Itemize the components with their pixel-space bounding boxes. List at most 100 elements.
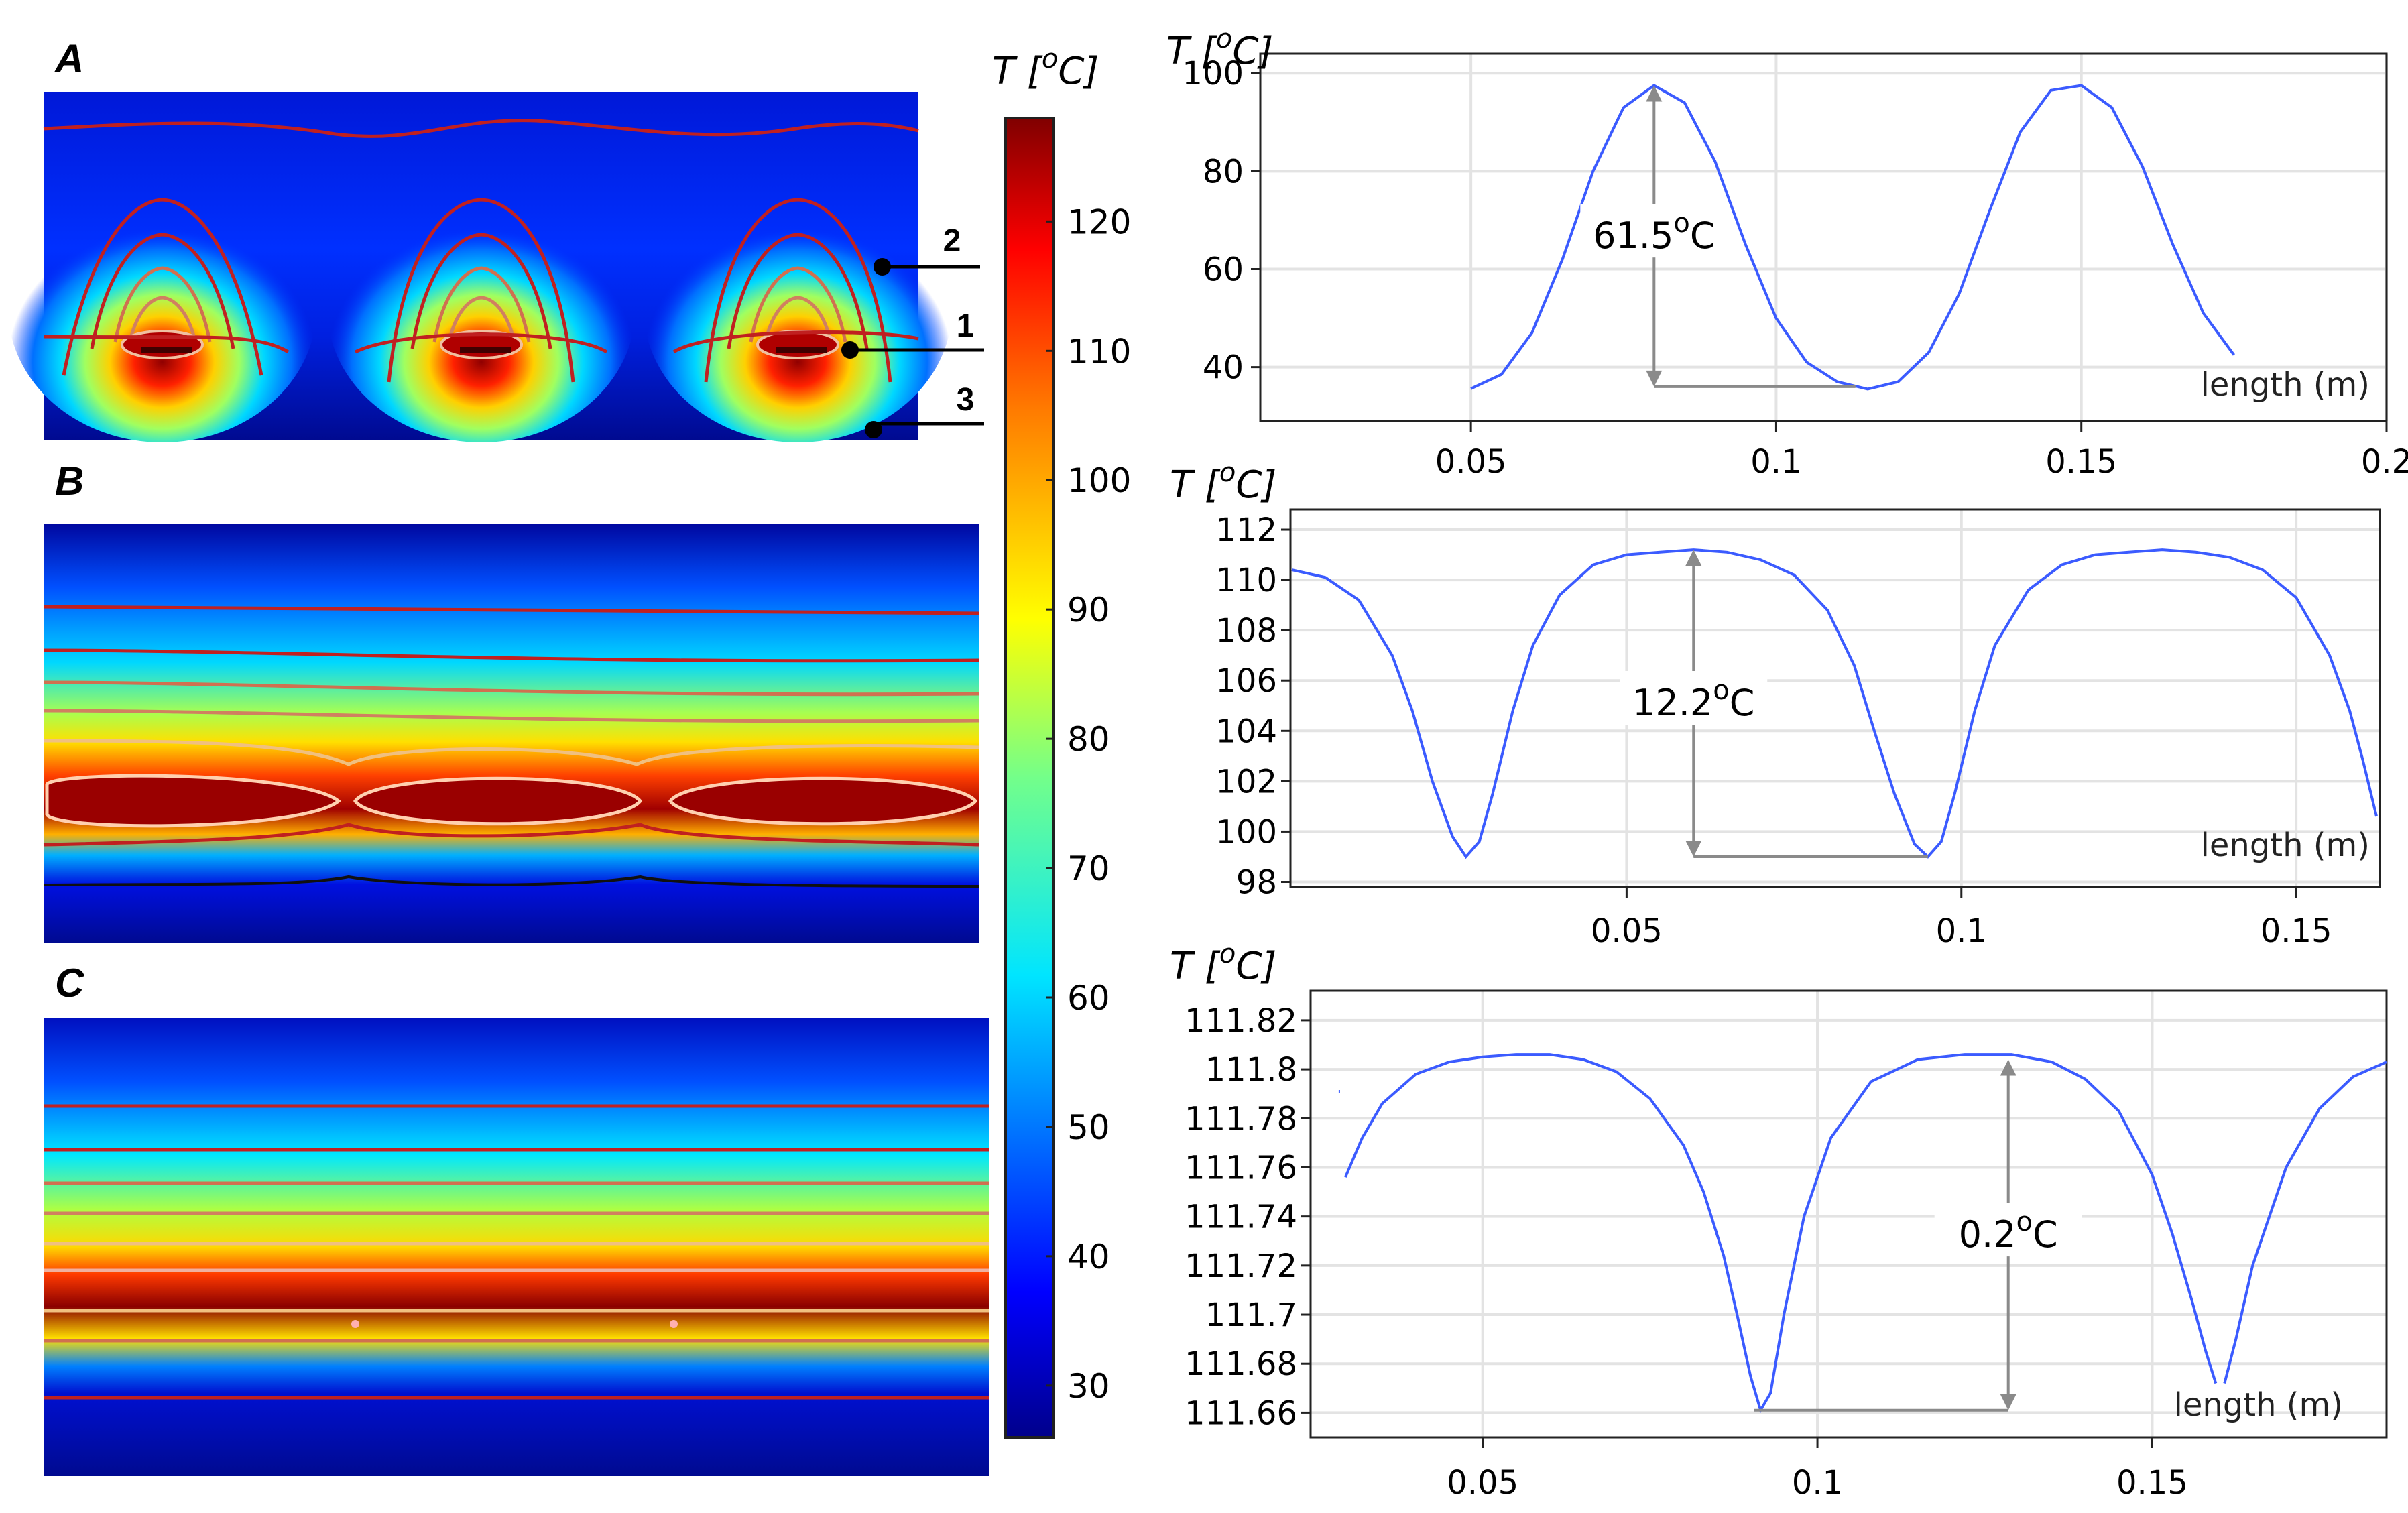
y-tick-label: 80 <box>1203 153 1244 190</box>
panel-b-field <box>44 524 979 943</box>
x-tick-label: 0.05 <box>1435 443 1507 481</box>
y-tick-label: 40 <box>1203 349 1244 387</box>
annotation-main: 12.2 <box>1632 682 1713 724</box>
y-axis-title: T [oC] <box>1170 939 1276 988</box>
y-tick-label: 111.68 <box>1185 1345 1297 1383</box>
plot-frame <box>1289 508 2381 888</box>
y-axis-title: T [oC] <box>1170 457 1276 507</box>
annotation-label: 12.2oC <box>1632 675 1754 724</box>
panel-a-temperature-field: A <box>8 36 984 442</box>
y-tick-label: 60 <box>1203 251 1244 288</box>
y-tick-label: 111.7 <box>1205 1296 1297 1334</box>
y-axis-title-main: T [ <box>1170 463 1221 507</box>
annotation-arrow-head-bottom <box>2000 1394 2016 1410</box>
colorbar-tick-label: 100 <box>1067 461 1131 500</box>
annotation-arrow-head-top <box>1685 550 1702 566</box>
colorbar-tick-label: 110 <box>1067 332 1131 371</box>
y-axis-title: T [oC] <box>1166 23 1273 73</box>
x-tick-label: 0.2 <box>2361 443 2408 481</box>
y-axis-title-end: C] <box>1236 945 1276 988</box>
x-tick-label: 0.15 <box>2261 912 2332 950</box>
colorbar-tick-label: 40 <box>1067 1237 1110 1276</box>
colorbar-tick-label: 30 <box>1067 1367 1110 1406</box>
y-axis-title-sup: o <box>1219 457 1236 488</box>
series-line-1 <box>1344 1053 2218 1414</box>
point-label-3: 3 <box>957 382 975 418</box>
panel-b-temperature-field: B <box>43 459 979 943</box>
colorbar-title: T [oC] <box>992 44 1099 93</box>
x-axis-title: length (m) <box>2201 827 2370 864</box>
colorbar-tick-label: 80 <box>1067 720 1110 759</box>
y-tick-label: 98 <box>1236 863 1277 901</box>
point-marker-1: 1 <box>841 308 984 359</box>
annotation-main: 61.5 <box>1593 215 1673 257</box>
y-tick-label: 112 <box>1215 511 1277 549</box>
y-tick-label: 100 <box>1182 55 1244 93</box>
annotation-label: 0.2oC <box>1959 1207 2058 1256</box>
y-axis-title-sup: o <box>1219 939 1236 969</box>
panel-c-field <box>44 1018 989 1476</box>
annotation-sup: o <box>1673 208 1689 239</box>
annotation-main: 0.2 <box>1959 1213 2016 1256</box>
panel-a-hotspot-1 <box>8 174 316 442</box>
annotation-end: C <box>1730 682 1755 724</box>
y-tick-label: 111.82 <box>1185 1002 1297 1040</box>
y-tick-label: 111.8 <box>1205 1051 1297 1089</box>
x-tick-label: 0.05 <box>1447 1464 1518 1502</box>
y-tick-label: 111.76 <box>1185 1149 1297 1187</box>
y-tick-label: 110 <box>1215 562 1277 599</box>
panel-label-b: B <box>55 459 84 503</box>
panel-c-temperature-field: C <box>44 961 989 1476</box>
annotation-arrow-head-bottom <box>1646 370 1663 387</box>
annotation-label-bg <box>1580 204 1728 258</box>
panel-label-a: A <box>54 36 84 81</box>
y-axis-title-end: C] <box>1232 29 1273 73</box>
panel-a-isotherm <box>43 119 919 138</box>
annotation-arrow-head-top <box>2000 1059 2016 1076</box>
colorbar-bar <box>1004 117 1055 1439</box>
series-line-2 <box>2223 1061 2387 1384</box>
colorbar-tick-label: 90 <box>1067 591 1110 629</box>
x-tick-label: 0.15 <box>2045 443 2117 481</box>
y-tick-label: 111.66 <box>1185 1394 1297 1432</box>
y-tick-label: 111.78 <box>1185 1100 1297 1138</box>
x-tick-label: 0.05 <box>1591 912 1663 950</box>
y-tick-label: 108 <box>1215 612 1277 650</box>
y-tick-label: 111.72 <box>1185 1248 1297 1285</box>
y-tick-label: 106 <box>1215 662 1277 700</box>
annotation-sup: o <box>1713 675 1729 706</box>
panel-a-hotspot-3 <box>644 174 952 442</box>
y-tick-label: 102 <box>1215 763 1277 800</box>
annotation-sup: o <box>2016 1207 2033 1237</box>
y-axis-title-end: C] <box>1236 463 1276 507</box>
colorbar-tick-label: 120 <box>1067 202 1131 241</box>
annotation-label-bg <box>1934 1203 2082 1257</box>
colorbar-tick-label: 60 <box>1067 979 1110 1018</box>
x-tick-label: 0.1 <box>1936 912 1987 950</box>
y-axis-title-main: T [ <box>1170 945 1221 988</box>
y-axis-title-main: T [ <box>1166 29 1217 73</box>
plot-frame <box>1259 52 2388 422</box>
point-label-2: 2 <box>943 223 961 259</box>
y-tick-label: 100 <box>1215 813 1277 851</box>
panel-label-c: C <box>55 961 85 1006</box>
point-marker-3: 3 <box>865 382 984 438</box>
plot-frame <box>1309 989 2388 1439</box>
series-line-0 <box>1291 548 2378 859</box>
annotation-arrow-head-bottom <box>1685 840 1702 857</box>
y-tick-label: 104 <box>1215 713 1277 750</box>
x-axis-title: length (m) <box>2201 366 2370 404</box>
y-axis-title-sup: o <box>1216 23 1232 54</box>
x-axis-title: length (m) <box>2174 1386 2343 1424</box>
annotation-label-bg <box>1620 671 1768 725</box>
colorbar: T [oC] 120 110 100 90 80 70 60 50 40 30 <box>992 44 1131 1439</box>
colorbar-tick-label: 50 <box>1067 1108 1110 1147</box>
annotation-end: C <box>1690 215 1715 257</box>
x-tick-label: 0.1 <box>1792 1464 1843 1502</box>
annotation-arrow-head-top <box>1646 85 1663 102</box>
colorbar-ticks: 120 110 100 90 80 70 60 50 40 30 <box>1046 202 1131 1406</box>
annotation-label: 61.5oC <box>1593 208 1715 257</box>
